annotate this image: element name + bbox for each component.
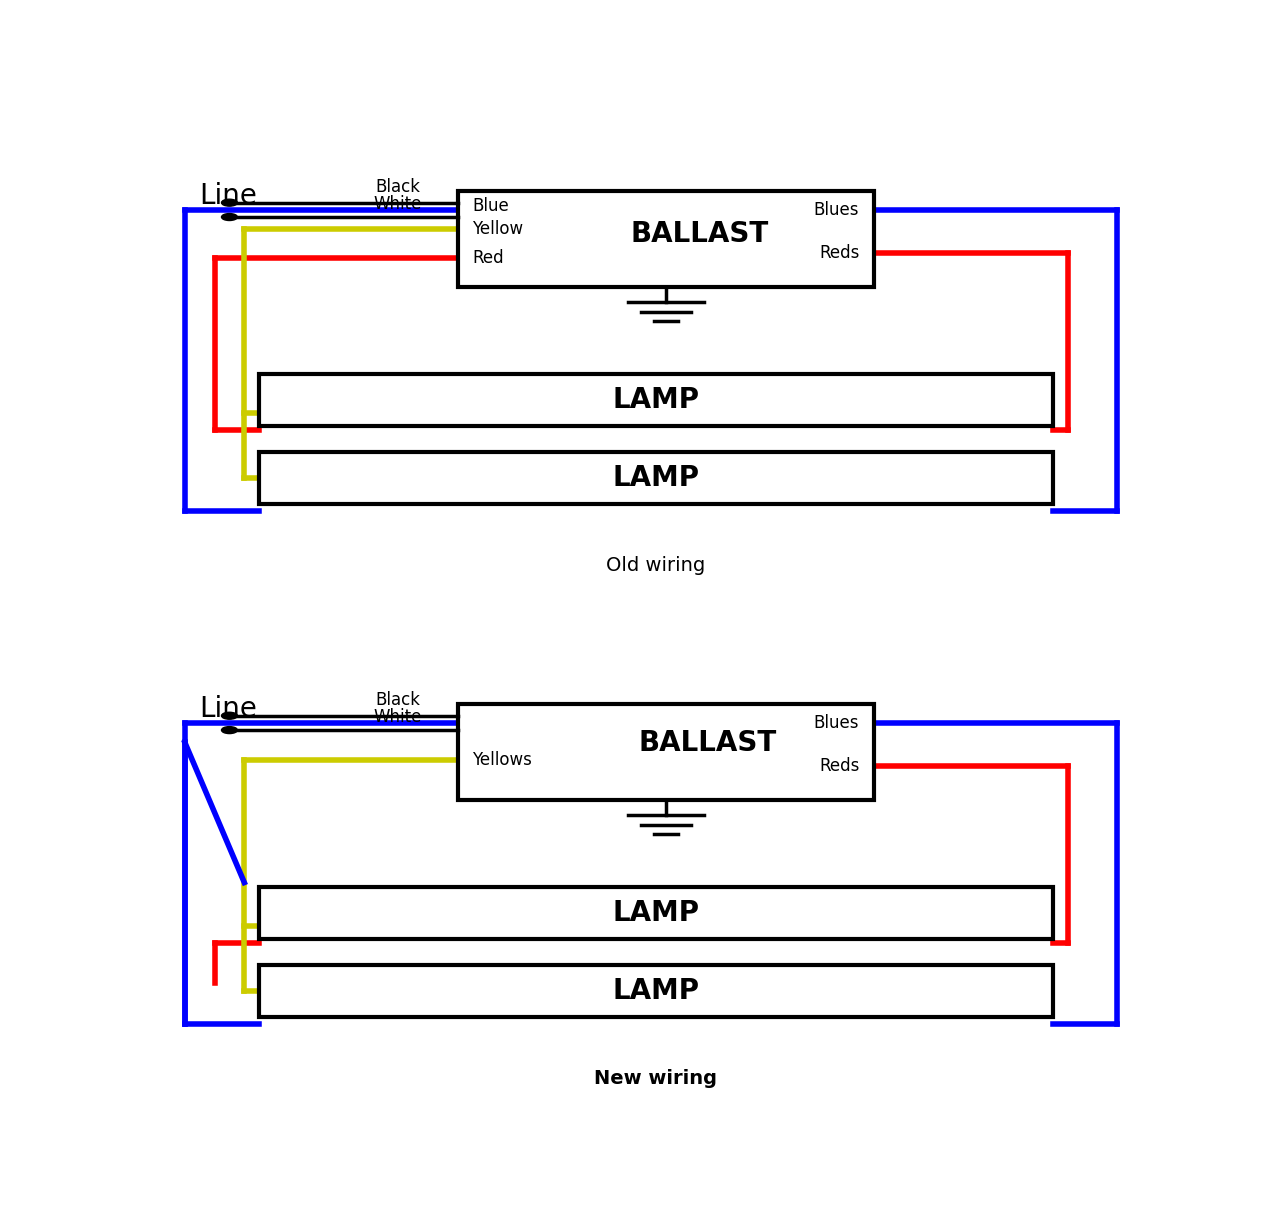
Circle shape	[221, 713, 237, 719]
Text: Reds: Reds	[819, 245, 859, 262]
Text: LAMP: LAMP	[613, 385, 699, 414]
Text: Blue: Blue	[472, 197, 509, 214]
Bar	[259, 886, 1052, 939]
Bar	[259, 452, 1052, 505]
Text: Yellow: Yellow	[472, 220, 524, 239]
Text: BALLAST: BALLAST	[630, 220, 768, 249]
Text: LAMP: LAMP	[613, 977, 699, 1006]
Text: Old wiring: Old wiring	[607, 555, 705, 575]
Bar	[259, 374, 1052, 426]
Circle shape	[221, 213, 237, 220]
Text: BALLAST: BALLAST	[639, 729, 777, 757]
Circle shape	[221, 726, 237, 734]
Bar	[259, 965, 1052, 1017]
Text: White: White	[374, 196, 422, 213]
Text: Blues: Blues	[814, 202, 859, 219]
Text: Black: Black	[375, 177, 421, 196]
Bar	[458, 191, 874, 287]
Text: Black: Black	[375, 691, 421, 709]
Text: Line: Line	[200, 181, 257, 209]
Text: Blues: Blues	[814, 714, 859, 732]
Text: Red: Red	[472, 249, 504, 267]
Text: Yellows: Yellows	[472, 751, 532, 768]
Text: New wiring: New wiring	[594, 1069, 718, 1088]
Text: LAMP: LAMP	[613, 464, 699, 492]
Text: Reds: Reds	[819, 757, 859, 776]
Circle shape	[221, 199, 237, 206]
Bar	[458, 704, 874, 800]
Text: LAMP: LAMP	[613, 899, 699, 927]
Text: White: White	[374, 708, 422, 726]
Text: Line: Line	[200, 694, 257, 723]
